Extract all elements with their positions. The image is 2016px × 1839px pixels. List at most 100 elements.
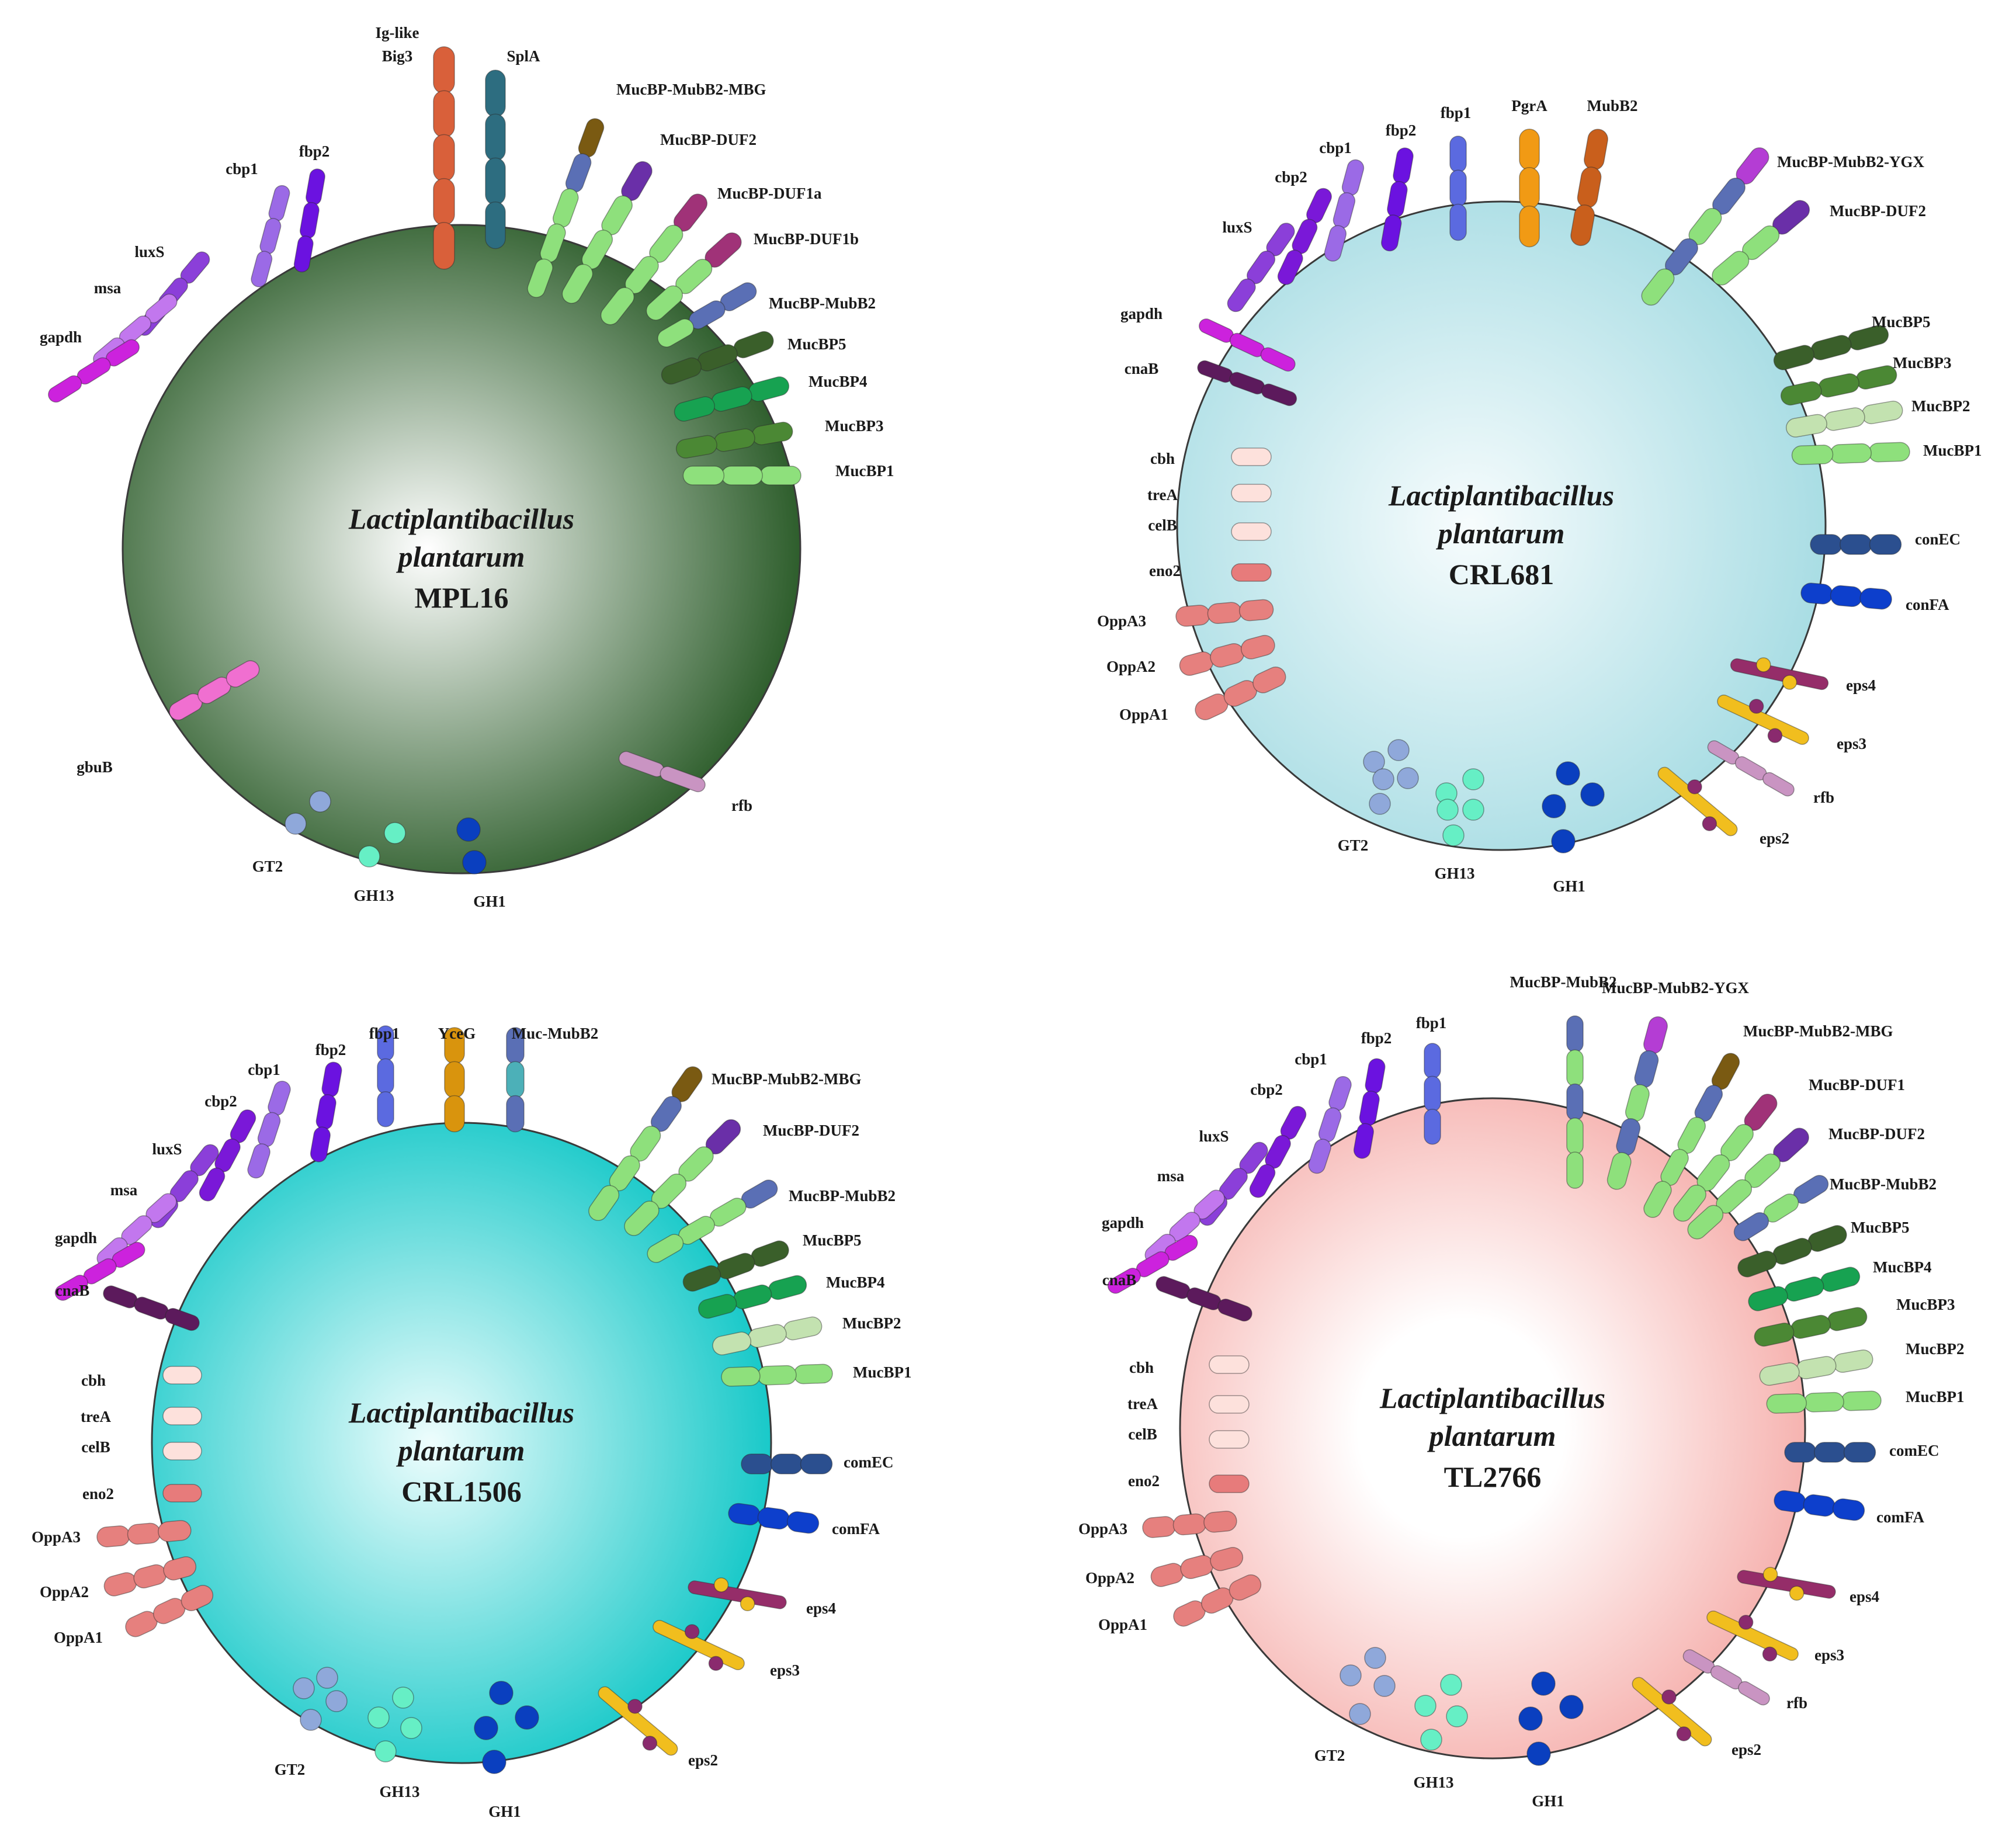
- gt2-CRL1506: [293, 1667, 348, 1731]
- oppa2-segment: [1150, 1563, 1184, 1587]
- bacterial-cell-CRL681: [1176, 200, 1827, 851]
- cnab-CRL1506: [103, 1285, 200, 1331]
- mucbp-duf2-MPL16: [561, 161, 653, 304]
- label-eps4-TL2766: eps4: [1850, 1588, 1879, 1605]
- label-comfa-TL2766: comFA: [1876, 1508, 1924, 1526]
- species-name-line1: Lactiplantibacillus: [1388, 479, 1614, 512]
- oppa3-segment: [1172, 1513, 1207, 1536]
- oppa2-segment: [1240, 634, 1275, 660]
- yceg-segment: [444, 1061, 465, 1099]
- mucbp-mubb2-ygx-segment: [1625, 1084, 1650, 1122]
- eno2-segment: [1209, 1474, 1250, 1493]
- eps3-sugar: [708, 1656, 724, 1671]
- gh13-domain: [374, 1740, 397, 1762]
- label-oppa2-CRL1506: OppA2: [40, 1583, 89, 1601]
- label-oppa1-TL2766: OppA1: [1098, 1616, 1147, 1633]
- muc-mubb2-segment: [506, 1095, 525, 1133]
- fbp2-segment: [321, 1061, 342, 1098]
- mucbp-duf2-segment: [624, 1200, 660, 1236]
- label-celb-CRL1506: celB: [81, 1438, 110, 1456]
- label-eps2-CRL1506: eps2: [688, 1751, 718, 1769]
- fbp2-segment: [310, 1126, 331, 1163]
- gt2-domain: [1372, 768, 1394, 790]
- ig-like-big3-segment: [433, 46, 455, 94]
- comec-segment: [800, 1453, 833, 1474]
- oppa3-segment: [1203, 1511, 1237, 1533]
- strain-name: MPL16: [414, 581, 508, 614]
- mucbp5-segment: [1737, 1250, 1777, 1278]
- oppa3-TL2766: [1142, 1511, 1237, 1538]
- gt2-domain: [1363, 751, 1385, 773]
- mucbp4-segment: [733, 1284, 772, 1310]
- ig-like-big3-segment: [433, 222, 455, 270]
- mucbp1-CRL681: [1791, 442, 1910, 466]
- comec-segment: [1869, 534, 1902, 555]
- gt2-domain: [1387, 739, 1410, 761]
- comec-segment: [771, 1453, 803, 1474]
- fbp1-TL2766: [1424, 1043, 1441, 1145]
- mucbp-duf2-TL2766: [1687, 1127, 1809, 1240]
- labels-layer: Lactiplantibacillus plantarum MPL16 Ig-like…: [32, 24, 1982, 1820]
- comec-CRL1506: [741, 1453, 833, 1474]
- fbp1-segment: [1424, 1109, 1441, 1145]
- eps4-chain: [1730, 658, 1829, 691]
- mubb2-segment: [1577, 166, 1602, 209]
- label-gh13-MPL16: GH13: [353, 887, 394, 904]
- eps2-chain: [598, 1686, 678, 1756]
- label-cbp2-TL2766: cbp2: [1250, 1081, 1283, 1098]
- mucbp2-segment: [1759, 1362, 1800, 1386]
- mubb2-segment: [1584, 129, 1608, 171]
- cbh-segment: [162, 1366, 202, 1385]
- label-cbp2-CRL681: cbp2: [1275, 168, 1307, 186]
- label-trea-CRL681: treA: [1147, 486, 1178, 504]
- mucbp4-segment: [748, 376, 790, 402]
- mucbp-mubb2-segment: [1566, 1083, 1584, 1121]
- mucbp2-segment: [1833, 1349, 1873, 1373]
- mucbp3-segment: [1791, 1314, 1831, 1339]
- mucbp3-CRL681: [1780, 365, 1897, 406]
- label-eno2-TL2766: eno2: [1128, 1472, 1160, 1490]
- rfb-segment: [660, 766, 706, 793]
- eps4-sugar: [740, 1596, 755, 1612]
- mucbp-mubb2-MPL16: [657, 282, 757, 348]
- oppa2-segment: [163, 1556, 197, 1581]
- oppa1-CRL1506: [125, 1585, 214, 1637]
- celb-CRL1506: [162, 1442, 202, 1460]
- label-mucbp3-MPL16: MucBP3: [825, 417, 884, 435]
- cbp1-segment: [1328, 1076, 1352, 1111]
- muc-mubb2-CRL1506: [506, 1027, 525, 1133]
- label-msa-TL2766: msa: [1157, 1167, 1185, 1185]
- cbh-segment: [1231, 447, 1272, 466]
- label-comec-CRL681: conEC: [1915, 530, 1961, 548]
- label-mucbp1-TL2766: MucBP1: [1906, 1388, 1965, 1406]
- eps3-chain: [653, 1619, 745, 1671]
- gh13-MPL16: [358, 822, 406, 868]
- mucbp-mubb2-mbg-segment: [588, 1185, 620, 1221]
- gh13-domain: [358, 845, 380, 868]
- gh1-TL2766: [1518, 1671, 1584, 1766]
- spla-segment: [485, 113, 506, 161]
- mucbp4-CRL1506: [698, 1275, 807, 1319]
- label-ygx-TL2766: MucBP-MubB2-YGX: [1602, 979, 1749, 997]
- gh13-domain: [1440, 1674, 1462, 1696]
- label-fbp2-CRL1506: fbp2: [315, 1041, 346, 1059]
- mucbp-duf1-segment: [1673, 1184, 1706, 1222]
- gt2b-domain: [1369, 793, 1391, 815]
- eps3-TL2766: [1706, 1610, 1799, 1662]
- label-fbp1-CRL681: fbp1: [1441, 104, 1472, 122]
- gapdh-MPL16: [48, 339, 140, 403]
- gh13-TL2766: [1414, 1674, 1468, 1751]
- label-mubb2-TL2766: MucBP-MubB2: [1510, 973, 1616, 991]
- celb-CRL681: [1231, 522, 1272, 541]
- fbp1-segment: [1424, 1075, 1441, 1112]
- label-eps2-CRL681: eps2: [1760, 830, 1789, 847]
- label-cnab-CRL681: cnaB: [1125, 360, 1159, 377]
- label-mucbp1-MPL16: MucBP1: [835, 462, 894, 480]
- label-gapdh-CRL1506: gapdh: [55, 1229, 97, 1247]
- mucbp5-segment: [751, 1240, 789, 1267]
- fbp2-segment: [293, 235, 314, 273]
- mucbp5-segment: [682, 1265, 721, 1292]
- mucbp4-segment: [698, 1293, 737, 1319]
- label-mubb2b-TL2766: MucBP-MubB2: [1830, 1175, 1937, 1193]
